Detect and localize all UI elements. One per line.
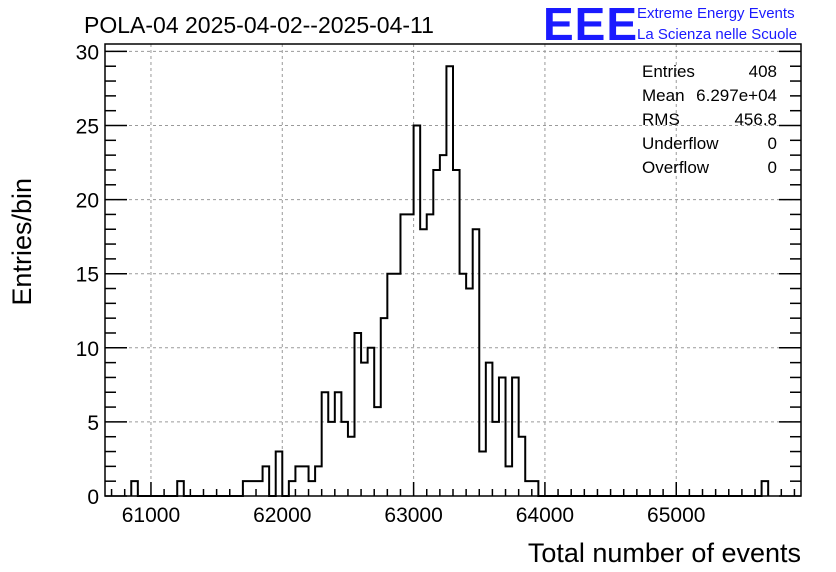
chart-title: POLA-04 2025-04-02--2025-04-11 bbox=[84, 12, 434, 38]
x-tick-label-1: 62000 bbox=[253, 504, 311, 527]
histogram-bin-59 bbox=[519, 437, 526, 496]
histogram-bin-47 bbox=[440, 155, 447, 496]
y-tick-label-0: 0 bbox=[87, 486, 99, 509]
stats-value-mean: 6.297e+04 bbox=[696, 86, 777, 105]
histogram-bin-54 bbox=[486, 363, 493, 496]
x-tick-label-0: 61000 bbox=[122, 504, 180, 527]
x-tick-label-4: 65000 bbox=[647, 504, 705, 527]
y-tick-label-1: 5 bbox=[87, 412, 99, 435]
histogram-bin-35 bbox=[361, 363, 368, 496]
histogram-bin-36 bbox=[368, 348, 375, 496]
histogram-bin-38 bbox=[381, 318, 388, 496]
y-tick-label-5: 25 bbox=[76, 116, 99, 139]
histogram-bin-25 bbox=[295, 466, 302, 496]
y-tick-labels: 0 5 10 15 20 25 30 bbox=[76, 41, 99, 509]
histogram-bin-43 bbox=[414, 126, 421, 496]
x-axis-title: Total number of events bbox=[528, 538, 801, 568]
histogram-bin-29 bbox=[322, 392, 329, 496]
histogram-bin-26 bbox=[302, 466, 309, 496]
y-tick-label-3: 15 bbox=[76, 264, 99, 287]
histogram-bin-24 bbox=[289, 481, 296, 496]
histogram-bin-61 bbox=[532, 481, 539, 496]
eee-logo: EEE Extreme Energy Events La Scienza nel… bbox=[543, 0, 797, 50]
x-tick-label-2: 63000 bbox=[384, 504, 442, 527]
histogram-bin-58 bbox=[512, 377, 519, 496]
histogram-bin-37 bbox=[374, 407, 381, 496]
histogram-bin-18 bbox=[249, 481, 256, 496]
histogram-bin-20 bbox=[263, 466, 270, 496]
stats-label-overflow: Overflow bbox=[642, 158, 710, 177]
histogram-bin-19 bbox=[256, 481, 263, 496]
histogram-bin-51 bbox=[466, 289, 473, 496]
histogram-bin-22 bbox=[276, 452, 283, 496]
stats-label-entries: Entries bbox=[642, 62, 695, 81]
stats-value-underflow: 0 bbox=[768, 134, 777, 153]
y-axis-title: Entries/bin bbox=[7, 178, 37, 306]
histogram-bin-48 bbox=[446, 66, 453, 496]
histogram-bin-57 bbox=[506, 466, 513, 496]
stats-label-rms: RMS bbox=[642, 110, 680, 129]
histogram-bin-42 bbox=[407, 214, 414, 496]
histogram-bin-96 bbox=[762, 481, 769, 496]
histogram-bin-55 bbox=[492, 422, 499, 496]
stats-label-underflow: Underflow bbox=[642, 134, 719, 153]
histogram-bin-28 bbox=[315, 466, 322, 496]
histogram-bin-31 bbox=[335, 392, 342, 496]
histogram-bin-17 bbox=[243, 481, 250, 496]
stats-value-rms: 456.8 bbox=[734, 110, 777, 129]
histogram-bin-7 bbox=[177, 481, 184, 496]
stats-box: Entries 408 Mean 6.297e+04 RMS 456.8 Underflow… bbox=[642, 62, 777, 177]
histogram-bin-46 bbox=[433, 170, 440, 496]
histogram-bin-0 bbox=[131, 481, 138, 496]
histogram-bin-34 bbox=[355, 333, 362, 496]
stats-value-entries: 408 bbox=[749, 62, 777, 81]
histogram-bin-41 bbox=[400, 214, 407, 496]
histogram-bin-52 bbox=[473, 229, 480, 496]
histogram-bin-56 bbox=[499, 377, 506, 496]
histogram-bin-44 bbox=[420, 229, 427, 496]
histogram-bin-45 bbox=[427, 214, 434, 496]
logo-line-2: La Scienza nelle Scuole bbox=[637, 26, 797, 43]
stats-label-mean: Mean bbox=[642, 86, 685, 105]
histogram-bin-50 bbox=[460, 274, 467, 496]
y-tick-label-2: 10 bbox=[76, 338, 99, 361]
histogram-bin-30 bbox=[328, 422, 335, 496]
logo-line-1: Extreme Energy Events bbox=[637, 5, 795, 22]
y-tick-label-6: 30 bbox=[76, 41, 99, 64]
logo-mark: EEE bbox=[543, 0, 638, 50]
histogram-bin-53 bbox=[479, 452, 486, 496]
histogram-bin-32 bbox=[341, 422, 348, 496]
axis-ticks bbox=[105, 50, 801, 497]
histogram-bin-27 bbox=[309, 481, 316, 496]
stats-value-overflow: 0 bbox=[768, 158, 777, 177]
y-tick-label-4: 20 bbox=[76, 190, 99, 213]
histogram-bin-60 bbox=[525, 481, 532, 496]
x-tick-label-3: 64000 bbox=[516, 504, 574, 527]
histogram-bin-40 bbox=[394, 274, 401, 496]
histogram-bin-49 bbox=[453, 170, 460, 496]
histogram-bin-33 bbox=[348, 437, 355, 496]
x-tick-labels: 61000 62000 63000 64000 65000 bbox=[122, 504, 706, 527]
histogram-bin-39 bbox=[387, 274, 394, 496]
